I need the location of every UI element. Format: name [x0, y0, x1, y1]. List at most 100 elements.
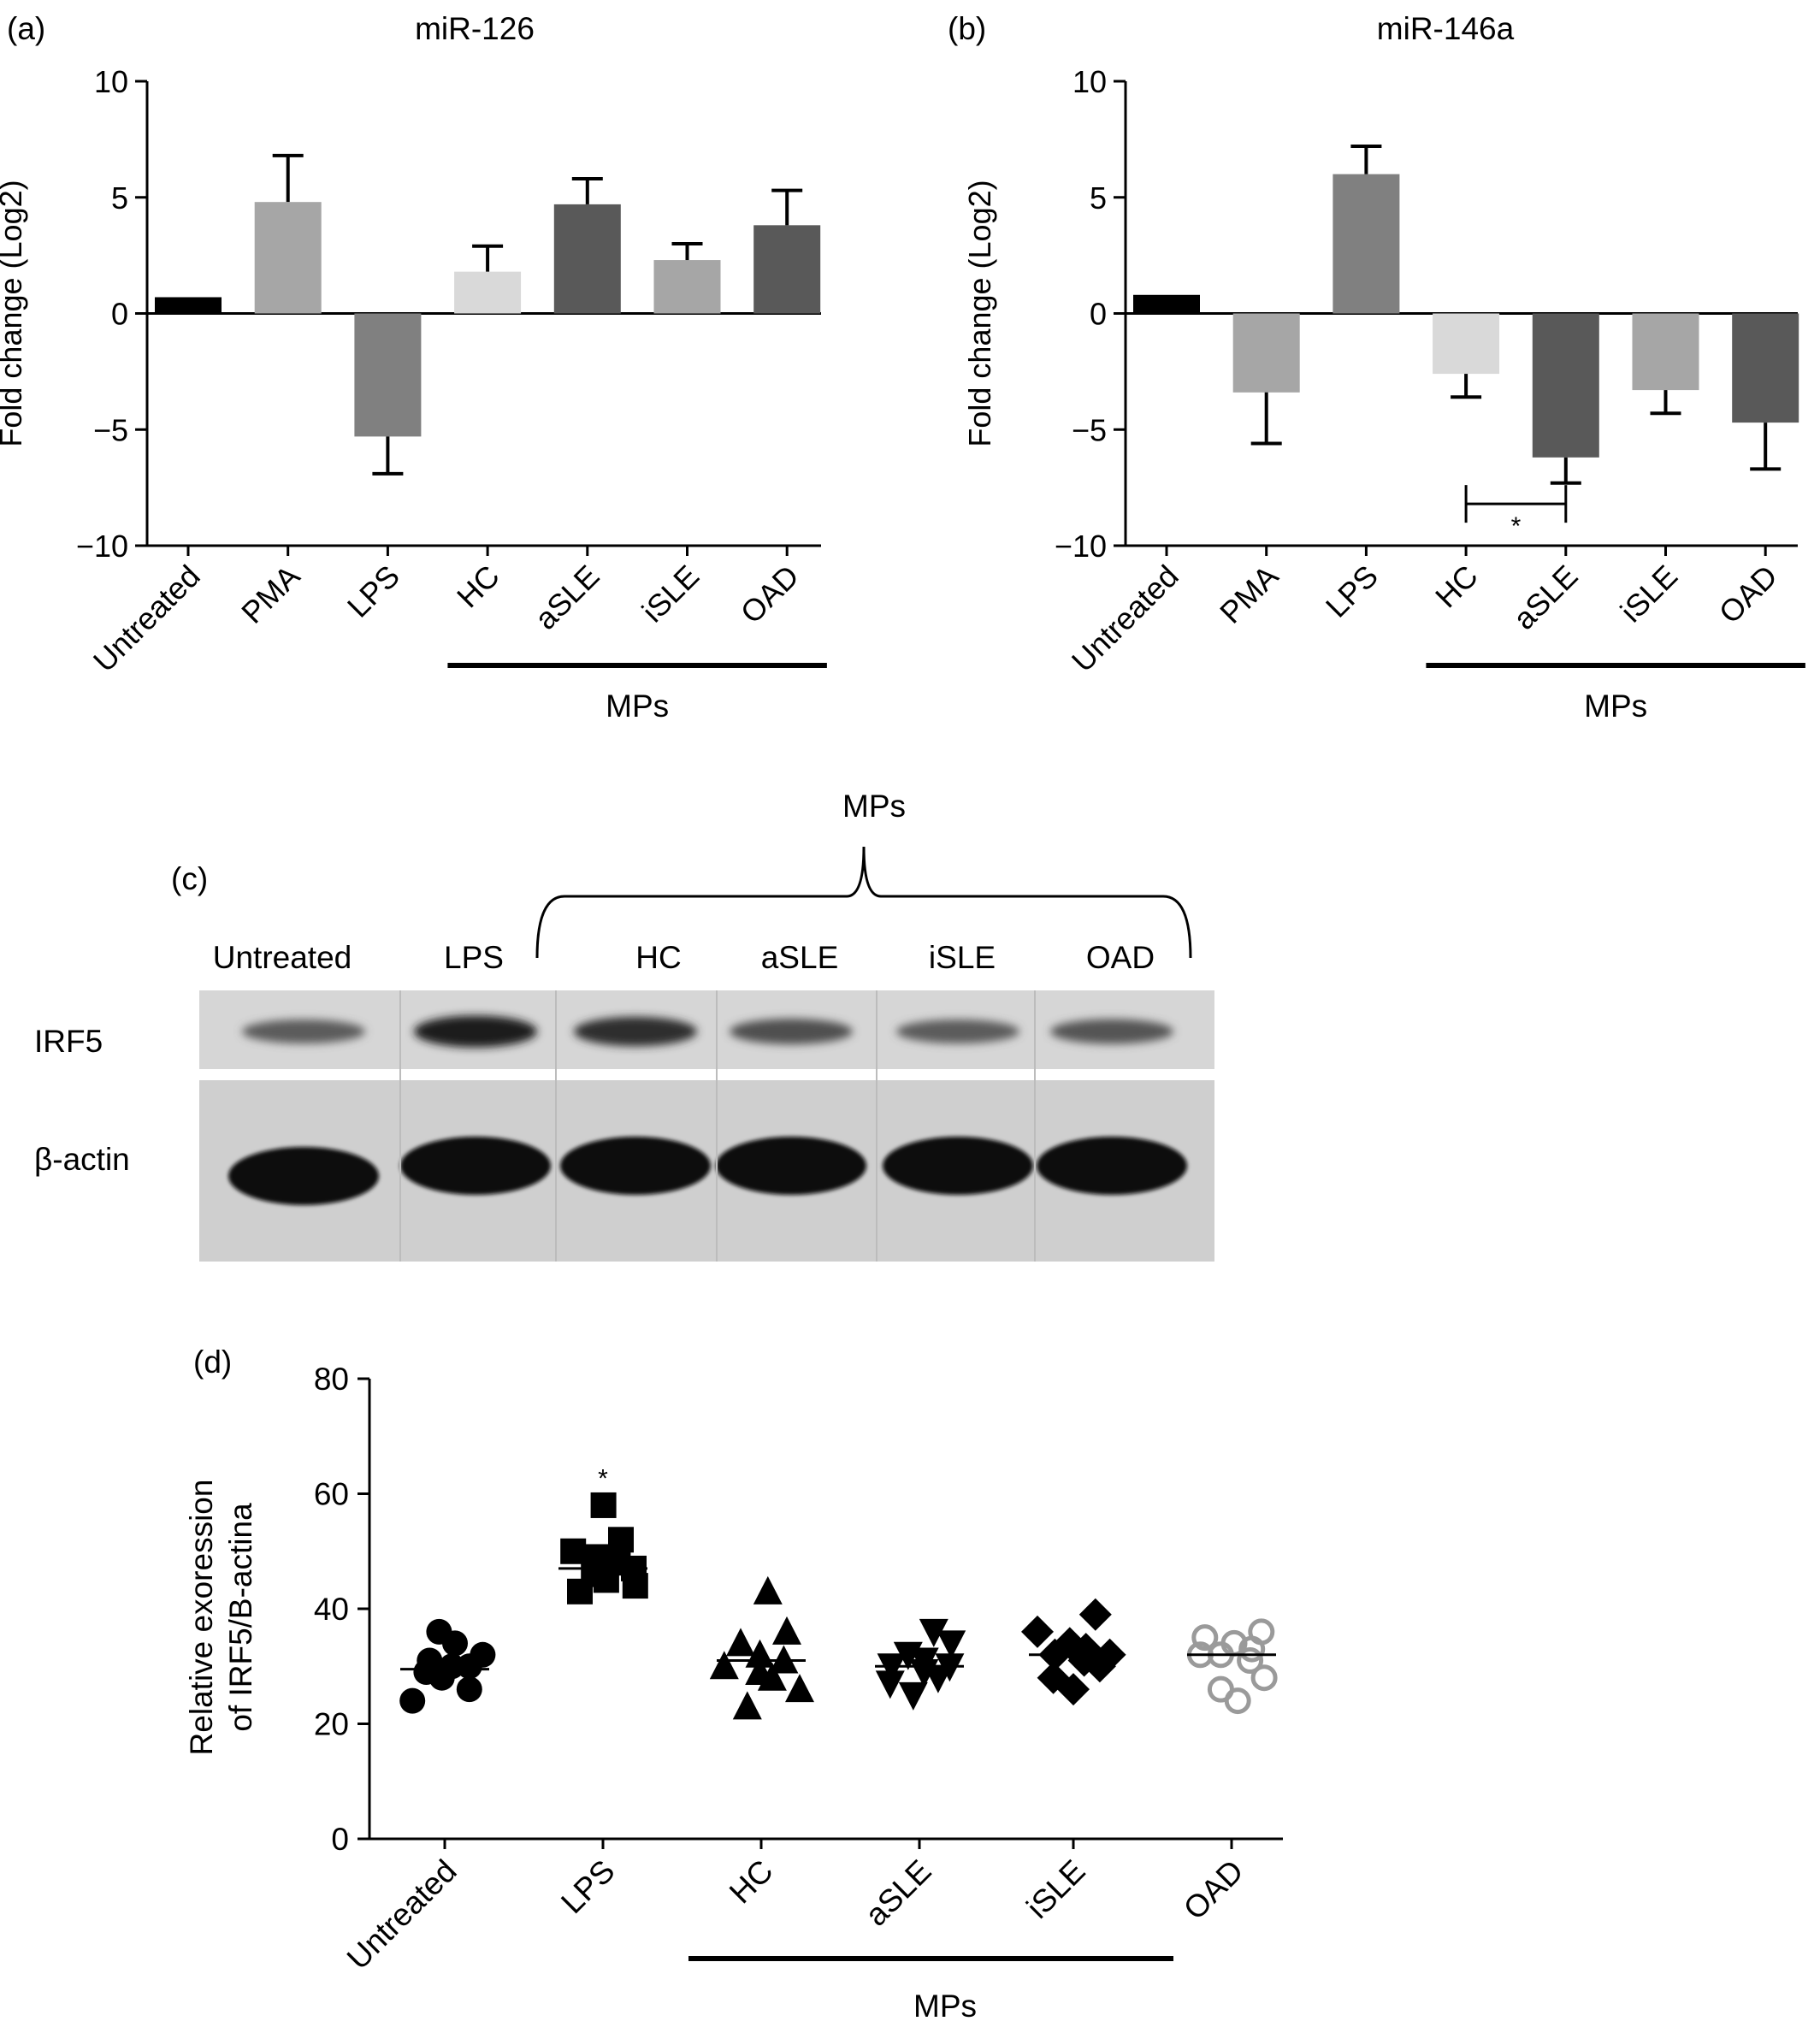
blot-band: [1037, 1137, 1187, 1195]
group-label: MPs: [913, 1989, 977, 2024]
panel-d: (d) 80 60 40 20 0 Relative exoression of IRF5/…: [184, 1344, 1283, 2024]
lane-label: HC: [635, 940, 681, 975]
bar: [1732, 313, 1799, 423]
panel-a-title: miR-126: [415, 11, 535, 46]
data-point: [745, 1656, 775, 1685]
data-point: [1021, 1615, 1054, 1648]
data-point: [898, 1681, 928, 1711]
data-point: [1248, 1618, 1275, 1646]
bar: [653, 260, 721, 314]
panel-b-letter: (b): [948, 11, 986, 46]
y-tick-label: 80: [314, 1362, 349, 1397]
blot-band: [228, 1147, 379, 1205]
x-tick-label: OAD: [734, 558, 806, 630]
bar: [354, 313, 422, 437]
data-point: [1250, 1664, 1278, 1692]
blot-band: [896, 1019, 1019, 1044]
data-point: [772, 1616, 801, 1645]
data-point: [732, 1691, 762, 1720]
y-axis-title-line: of IRF5/B-actina: [223, 1503, 258, 1732]
significance-mark: *: [1511, 512, 1522, 541]
y-axis-title-line: Relative exoression: [184, 1480, 219, 1756]
data-point: [893, 1641, 923, 1670]
bar: [1532, 313, 1599, 458]
significance-mark: *: [598, 1464, 608, 1492]
chart-b: 10 5 0 −5 −10 Fold change (Log2) Untreated PMA L…: [962, 64, 1805, 724]
panel-c: (c) MPs Untreated LPS HC aSLE iSLE OAD IRF5 β-a…: [34, 789, 1214, 1262]
x-tick-label: iSLE: [1019, 1853, 1091, 1925]
x-tick-label: LPS: [554, 1853, 621, 1920]
data-point: [582, 1544, 609, 1570]
x-tick-label: OAD: [1712, 558, 1784, 630]
x-tick-label: aSLE: [859, 1853, 938, 1933]
blot-band: [574, 1016, 697, 1047]
blot-band: [414, 1015, 537, 1048]
bar: [1133, 294, 1200, 314]
panel-b-title: miR-146a: [1377, 11, 1515, 46]
data-point: [726, 1628, 755, 1657]
y-tick-label: −5: [1072, 412, 1107, 447]
data-point: [1037, 1661, 1070, 1694]
bar: [753, 225, 821, 314]
y-tick-label: 60: [314, 1477, 349, 1512]
blot-group-label: MPs: [842, 789, 906, 824]
x-tick-label: LPS: [1319, 558, 1385, 624]
data-point: [399, 1687, 426, 1714]
data-point: [470, 1641, 496, 1668]
bar: [1632, 313, 1699, 391]
blot-band: [242, 1019, 365, 1044]
x-tick-label: HC: [723, 1853, 780, 1911]
data-point: [785, 1674, 814, 1703]
lane-label: Untreated: [213, 940, 352, 975]
data-point: [439, 1653, 465, 1680]
panel-d-letter: (d): [193, 1344, 232, 1380]
x-tick-label: Untreated: [1065, 558, 1185, 679]
data-point: [560, 1538, 587, 1564]
x-tick-label: PMA: [234, 558, 306, 630]
y-tick-label: 10: [1072, 64, 1107, 99]
blot-band: [730, 1019, 853, 1044]
data-point: [456, 1676, 482, 1703]
y-tick-label: 40: [314, 1592, 349, 1627]
blot-band: [560, 1137, 711, 1195]
blot-group-brace: [535, 846, 1192, 959]
panel-b: (b) miR-146a 10 5 0 −5 −10 Fold change (Log2)…: [948, 11, 1805, 724]
western-blot: Untreated LPS HC aSLE iSLE OAD IRF5 β-actin: [34, 940, 1214, 1262]
data-point: [1207, 1675, 1234, 1703]
x-tick-label: Untreated: [86, 558, 207, 679]
y-tick-label: 20: [314, 1707, 349, 1742]
x-tick-label: iSLE: [635, 558, 706, 629]
data-point: [709, 1651, 739, 1680]
y-tick-label: 5: [111, 180, 128, 216]
y-tick-label: 0: [1090, 297, 1107, 332]
y-axis-title: Fold change (Log2): [0, 180, 28, 446]
x-tick-label: aSLE: [1506, 558, 1584, 636]
blot-row-label: IRF5: [34, 1024, 103, 1059]
y-tick-label: 0: [111, 297, 128, 332]
lane-label: OAD: [1086, 940, 1155, 975]
bar: [454, 271, 522, 314]
bar: [1232, 313, 1300, 393]
blot-band: [716, 1137, 866, 1195]
data-point: [590, 1492, 617, 1518]
panel-c-letter: (c): [171, 861, 208, 896]
blot-band: [1050, 1019, 1173, 1044]
data-point: [1191, 1624, 1219, 1652]
x-tick-label: LPS: [340, 558, 406, 624]
y-axis-title: Fold change (Log2): [962, 180, 997, 446]
data-point: [753, 1575, 783, 1604]
data-point: [417, 1647, 443, 1674]
panel-a: (a) miR-126 10 5 0 −5 −10 Fold change (Log2) U…: [0, 11, 827, 724]
x-tick-label: iSLE: [1613, 558, 1684, 629]
data-point: [1053, 1627, 1086, 1660]
x-tick-label: HC: [1428, 558, 1485, 615]
y-tick-label: 5: [1090, 180, 1107, 216]
bar: [155, 297, 222, 314]
data-point: [426, 1618, 452, 1645]
blot-band: [400, 1137, 551, 1195]
blot-row-label: β-actin: [34, 1142, 130, 1177]
lane-label: iSLE: [929, 940, 996, 975]
data-point: [919, 1618, 948, 1647]
bar: [1332, 174, 1400, 314]
